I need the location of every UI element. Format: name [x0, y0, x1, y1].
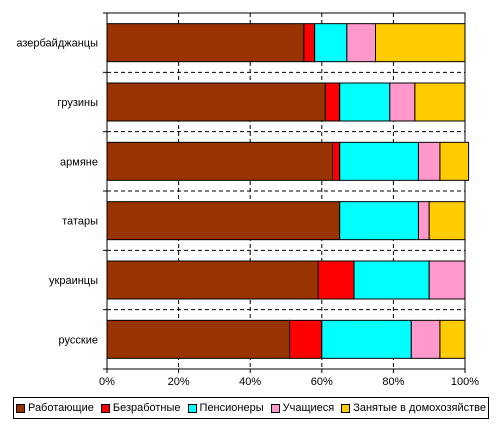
category-label: азербайджанцы: [16, 38, 98, 50]
bar-segment: [353, 260, 430, 300]
bar-segment: [321, 319, 412, 359]
bar-segment: [417, 201, 430, 241]
x-tick-label: 100%: [451, 376, 479, 388]
bar-segment: [332, 141, 341, 181]
category-label: грузины: [57, 97, 98, 109]
bar-segment: [317, 260, 355, 300]
x-tick-label: 40%: [239, 376, 261, 388]
legend-label: Пенсионеры: [199, 402, 264, 414]
legend-swatch: [187, 403, 197, 413]
bar-segment: [389, 82, 416, 122]
legend-swatch: [270, 403, 280, 413]
x-tick-label: 0%: [99, 376, 115, 388]
bar-segment: [106, 201, 341, 241]
bar-segment: [106, 23, 305, 63]
legend-label: Безработные: [112, 402, 181, 414]
bar-segment: [106, 260, 319, 300]
legend-item: Занятые в домохозяйстве: [341, 402, 486, 414]
category-label: украинцы: [49, 275, 98, 287]
bar-segment: [339, 141, 419, 181]
legend-item: Учащиеся: [270, 402, 335, 414]
bar-segment: [324, 82, 341, 122]
legend-label: Работающие: [27, 402, 94, 414]
x-tick-label: 80%: [382, 376, 404, 388]
bar-segment: [375, 23, 466, 63]
legend-item: Пенсионеры: [187, 402, 264, 414]
legend-label: Учащиеся: [282, 402, 335, 414]
bar-segment: [106, 141, 334, 181]
category-label: татары: [62, 216, 98, 228]
bar-segment: [339, 82, 391, 122]
chart-legend: Работающие Безработные Пенсионеры Учащиеся З…: [13, 397, 489, 419]
bar-segment: [106, 319, 291, 359]
x-tick-label: 60%: [311, 376, 333, 388]
bar-segment: [339, 201, 419, 241]
bar-segment: [428, 260, 466, 300]
category-label: русские: [59, 334, 98, 346]
bar-segment: [106, 82, 326, 122]
legend-swatch: [15, 403, 25, 413]
bar-segment: [414, 82, 466, 122]
x-tick-label: 20%: [168, 376, 190, 388]
legend-item: Работающие: [15, 402, 94, 414]
legend-swatch: [100, 403, 110, 413]
bar-segment: [346, 23, 376, 63]
bar-segment: [289, 319, 323, 359]
legend-item: Безработные: [100, 402, 181, 414]
category-label: армяне: [60, 156, 98, 168]
bar-segment: [439, 319, 466, 359]
bar-segment: [314, 23, 348, 63]
bar-segment: [303, 23, 316, 63]
bar-segment: [439, 141, 470, 181]
bar-segment: [417, 141, 441, 181]
bar-segment: [410, 319, 441, 359]
bar-segment: [428, 201, 466, 241]
legend-swatch: [341, 403, 351, 413]
legend-label: Занятые в домохозяйстве: [353, 402, 487, 414]
